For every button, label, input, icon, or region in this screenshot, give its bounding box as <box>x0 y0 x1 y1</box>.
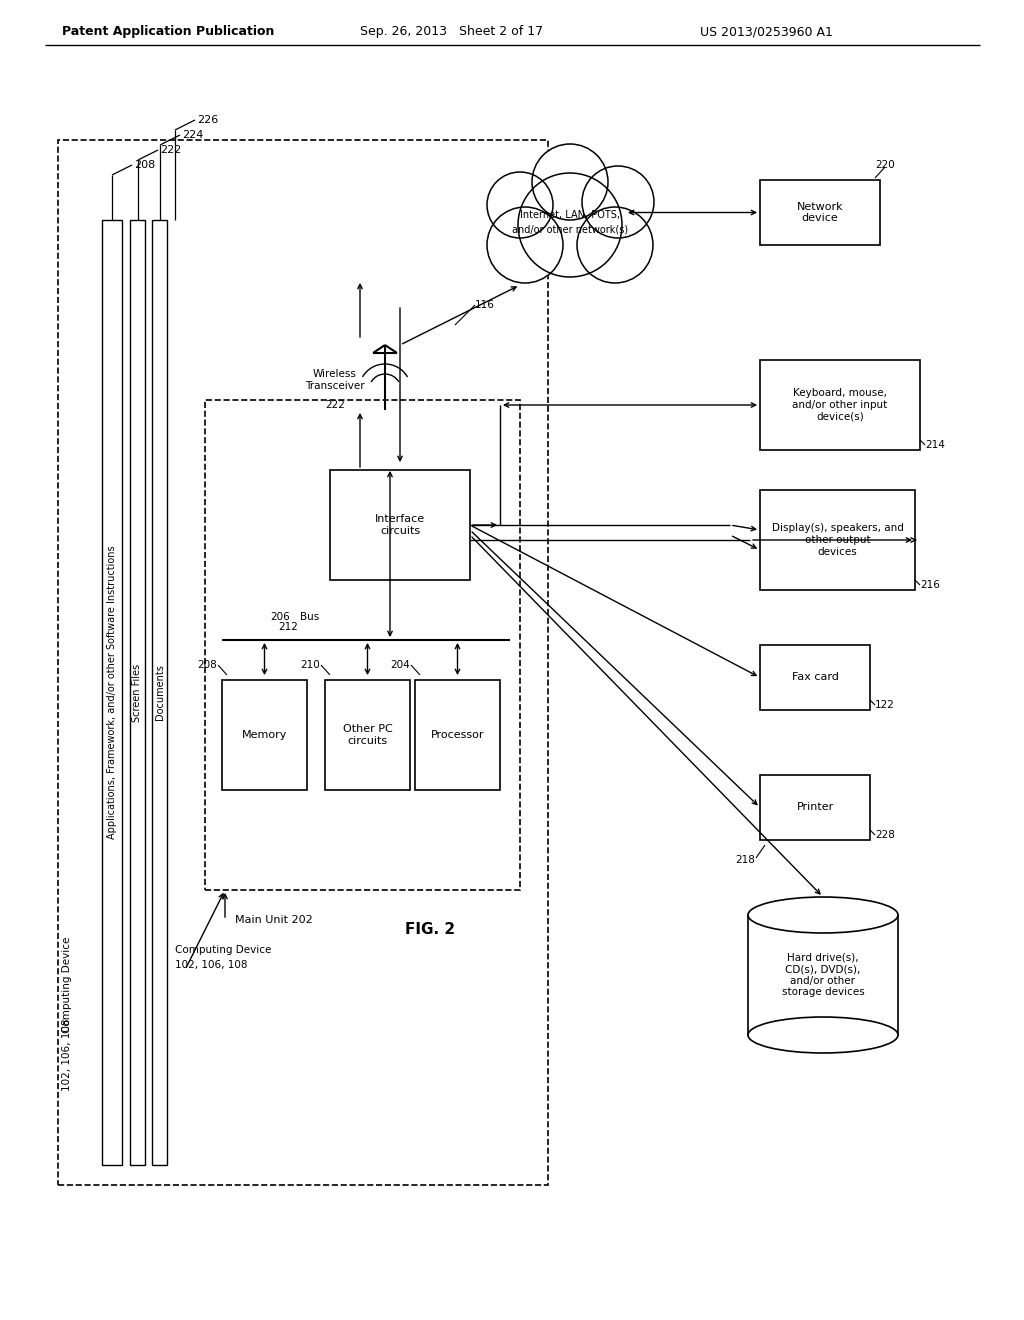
Text: Other PC
circuits: Other PC circuits <box>343 725 392 746</box>
Bar <box>760 180 880 246</box>
Bar <box>760 360 920 450</box>
Circle shape <box>582 166 654 238</box>
Bar <box>58 140 548 1185</box>
Text: Fax card: Fax card <box>792 672 839 682</box>
Text: 208: 208 <box>134 160 156 170</box>
Text: Computing Device: Computing Device <box>175 945 271 954</box>
Bar <box>760 490 915 590</box>
Text: 206: 206 <box>270 612 290 622</box>
Text: 204: 204 <box>390 660 410 671</box>
Bar <box>760 645 870 710</box>
Bar <box>748 915 898 1035</box>
Text: Screen Files: Screen Files <box>132 664 142 722</box>
Bar <box>760 775 870 840</box>
Text: Printer: Printer <box>797 803 834 813</box>
Bar <box>330 470 470 579</box>
Bar <box>130 220 145 1166</box>
Text: 218: 218 <box>735 855 755 865</box>
Bar <box>222 680 307 789</box>
Text: 212: 212 <box>279 622 298 632</box>
Text: Hard drive(s),
CD(s), DVD(s),
and/or other
storage devices: Hard drive(s), CD(s), DVD(s), and/or oth… <box>781 953 864 998</box>
Text: 220: 220 <box>874 160 895 170</box>
Text: Interface
circuits: Interface circuits <box>375 515 425 536</box>
Text: Processor: Processor <box>431 730 484 741</box>
Text: 116: 116 <box>475 300 495 310</box>
Text: Bus: Bus <box>300 612 319 622</box>
Text: 122: 122 <box>874 700 895 710</box>
Text: Keyboard, mouse,
and/or other input
device(s): Keyboard, mouse, and/or other input devi… <box>793 388 888 421</box>
Ellipse shape <box>748 1016 898 1053</box>
Text: Display(s), speakers, and
other output
devices: Display(s), speakers, and other output d… <box>771 524 903 557</box>
Text: 228: 228 <box>874 830 895 840</box>
Text: 210: 210 <box>300 660 319 671</box>
Text: FIG. 2: FIG. 2 <box>404 923 455 937</box>
Circle shape <box>518 173 622 277</box>
Text: Documents: Documents <box>155 664 165 721</box>
Bar <box>152 220 167 1166</box>
Bar <box>102 220 122 1166</box>
Text: Memory: Memory <box>242 730 287 741</box>
Text: Sep. 26, 2013   Sheet 2 of 17: Sep. 26, 2013 Sheet 2 of 17 <box>360 25 543 38</box>
Circle shape <box>487 207 563 282</box>
Text: Wireless
Transceiver: Wireless Transceiver <box>305 370 365 391</box>
Text: Network
device: Network device <box>797 202 844 223</box>
Ellipse shape <box>748 898 898 933</box>
Text: Main Unit 202: Main Unit 202 <box>234 915 312 925</box>
Text: Internet, LAN, POTS,: Internet, LAN, POTS, <box>520 210 620 220</box>
Circle shape <box>577 207 653 282</box>
Text: 214: 214 <box>925 440 945 450</box>
Text: 216: 216 <box>920 579 940 590</box>
Circle shape <box>487 172 553 238</box>
Text: 102, 106, 108: 102, 106, 108 <box>62 1019 72 1092</box>
Text: 224: 224 <box>182 129 204 140</box>
Bar <box>415 680 500 789</box>
Text: 222: 222 <box>160 145 181 154</box>
Text: Computing Device: Computing Device <box>62 937 72 1034</box>
Text: and/or other network(s): and/or other network(s) <box>512 224 628 235</box>
Bar <box>205 400 520 890</box>
Text: Patent Application Publication: Patent Application Publication <box>62 25 274 38</box>
Text: 102, 106, 108: 102, 106, 108 <box>175 960 248 970</box>
Text: 222: 222 <box>325 400 345 411</box>
Text: Applications, Framework, and/or other Software Instructions: Applications, Framework, and/or other So… <box>106 545 117 840</box>
Text: US 2013/0253960 A1: US 2013/0253960 A1 <box>700 25 833 38</box>
Text: 208: 208 <box>198 660 217 671</box>
Circle shape <box>532 144 608 220</box>
Text: 226: 226 <box>197 115 218 125</box>
Bar <box>325 680 410 789</box>
